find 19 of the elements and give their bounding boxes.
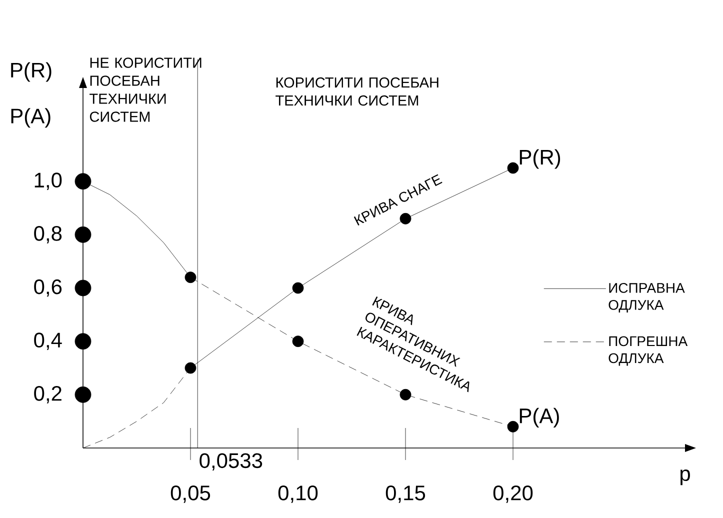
y-tick-label: 1,0 — [34, 172, 62, 190]
x-tick-label: 0,15 — [386, 486, 426, 503]
y-tick-label: 0,6 — [34, 279, 62, 297]
y-tick-label: 0,8 — [34, 226, 62, 244]
x-axis-title: p — [680, 470, 690, 486]
ref-line-label: 0,0533 — [200, 453, 262, 471]
x-tick-label: 0,05 — [170, 486, 210, 503]
annotation: НЕ КОРИСТИТИ ПОСЕБАН ТЕХНИЧКИ СИСТЕМ — [90, 58, 202, 122]
legend-label: ИСПРАВНА ОДЛУКА — [608, 282, 685, 313]
y-tick-label: 0,4 — [34, 332, 62, 350]
legend-label: ПОГРЕШНА ОДЛУКА — [608, 336, 688, 366]
y-axis-title: P(R) — [11, 62, 52, 82]
annotation: КОРИСТИТИ ПОСЕБАН ТЕХНИЧКИ СИСТЕМ — [276, 77, 438, 106]
y-tick-label: 0,2 — [34, 386, 62, 404]
x-tick-label: 0,10 — [278, 486, 318, 503]
text: P(A) — [11, 108, 50, 128]
x-tick-label: 0,20 — [493, 486, 533, 503]
annotation: P(R) — [520, 149, 560, 169]
annotation: P(A) — [520, 408, 559, 428]
